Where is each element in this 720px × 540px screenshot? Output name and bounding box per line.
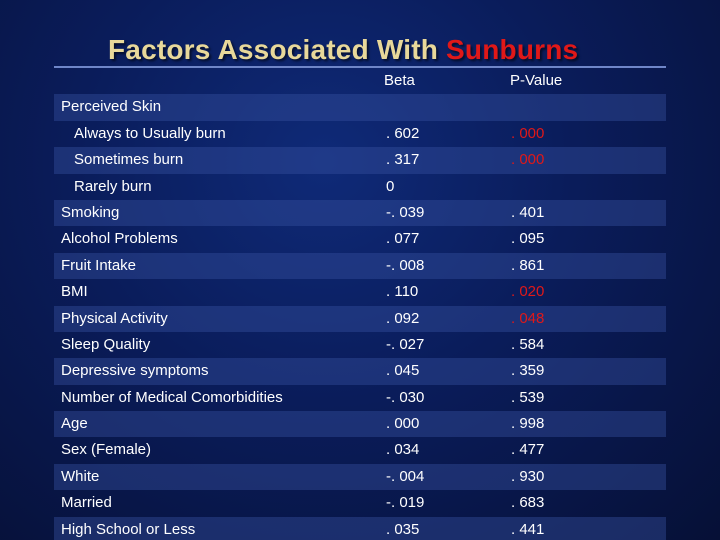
beta-value: -. 008 [386, 256, 425, 274]
row-label: Age [61, 415, 88, 433]
row-label: Physical Activity [61, 309, 168, 327]
table-row: Alcohol Problems . 077 . 095 [54, 226, 666, 252]
slide-title: Factors Associated With Sunburns [108, 34, 578, 66]
table-row: Smoking -. 039 . 401 [54, 199, 666, 227]
p-value: . 020 [511, 283, 545, 301]
results-table: Beta P-Value Perceived Skin Always to Us… [54, 68, 666, 540]
row-label: Sometimes burn [74, 151, 184, 169]
table-row: Rarely burn 0 [54, 174, 666, 200]
beta-value: . 035 [386, 520, 420, 538]
beta-value: . 317 [386, 151, 420, 169]
row-label: Depressive symptoms [61, 362, 209, 380]
row-label: Rarely burn [74, 177, 152, 195]
row-label: White [61, 467, 100, 485]
row-label: Sex (Female) [61, 441, 152, 459]
p-value: . 683 [511, 494, 545, 512]
row-label: Alcohol Problems [61, 230, 178, 248]
row-label: Fruit Intake [61, 256, 137, 274]
beta-value: . 045 [386, 362, 420, 380]
beta-value: 0 [386, 177, 395, 195]
table-row: Always to Usually burn . 602 . 000 [54, 121, 666, 147]
p-value: . 401 [511, 203, 545, 221]
beta-value: -. 039 [386, 203, 425, 221]
p-value: . 441 [511, 520, 545, 538]
table-row: Married -. 019 . 683 [54, 490, 666, 516]
beta-value: . 602 [386, 124, 420, 142]
row-label: Always to Usually burn [74, 124, 226, 142]
beta-value: . 092 [386, 309, 420, 327]
p-value: . 539 [511, 388, 545, 406]
p-value: . 584 [511, 335, 545, 353]
beta-value: -. 019 [386, 494, 425, 512]
p-value: . 998 [511, 415, 545, 433]
p-value: . 359 [511, 362, 545, 380]
row-label: Sleep Quality [61, 335, 151, 353]
p-value: . 861 [511, 256, 545, 274]
row-label: Smoking [61, 203, 120, 221]
title-main: Factors Associated With [108, 34, 439, 65]
table-row: Physical Activity . 092 . 048 [54, 305, 666, 332]
row-label: Number of Medical Comorbidities [61, 388, 283, 406]
p-value: . 048 [511, 309, 545, 327]
beta-value: . 034 [386, 441, 420, 459]
p-value: . 000 [511, 124, 545, 142]
p-value: . 930 [511, 467, 545, 485]
row-label: BMI [61, 283, 88, 301]
p-value: . 477 [511, 441, 545, 459]
table-row: Number of Medical Comorbidities -. 030 . 5… [54, 385, 666, 411]
title-accent: Sunburns [446, 34, 579, 65]
beta-value: . 110 [386, 283, 419, 301]
table-row: Sometimes burn . 317 . 000 [54, 147, 666, 174]
table-row: BMI . 110 . 020 [54, 279, 666, 305]
p-value: . 095 [511, 230, 545, 248]
table-row: High School or Less . 035 . 441 [54, 516, 666, 540]
table-row: Fruit Intake -. 008 . 861 [54, 252, 666, 280]
table-header-row: Beta P-Value [54, 68, 666, 94]
section-label: Perceived Skin [61, 98, 162, 116]
p-value: . 000 [511, 151, 545, 169]
beta-value: . 000 [386, 415, 420, 433]
beta-value: -. 030 [386, 388, 425, 406]
table-row: White -. 004 . 930 [54, 463, 666, 491]
column-header-p-value: P-Value [510, 72, 563, 89]
row-label: High School or Less [61, 520, 196, 538]
table-row: Depressive symptoms . 045 . 359 [54, 358, 666, 385]
beta-value: . 077 [386, 230, 420, 248]
beta-value: -. 004 [386, 467, 425, 485]
table-row: Sleep Quality -. 027 . 584 [54, 332, 666, 358]
section-row-perceived-skin: Perceived Skin [54, 94, 666, 121]
beta-value: -. 027 [386, 335, 425, 353]
table-body: Always to Usually burn. 602. 000 Sometime… [54, 121, 666, 540]
column-header-beta: Beta [384, 72, 415, 89]
title-rule [54, 66, 666, 68]
row-label: Married [61, 494, 112, 512]
table-row: Sex (Female) . 034 . 477 [54, 437, 666, 463]
table-row: Age . 000 . 998 [54, 411, 666, 438]
